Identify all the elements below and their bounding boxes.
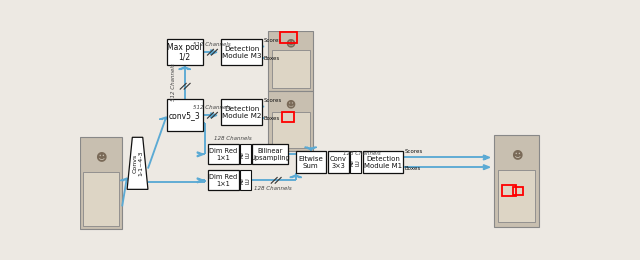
FancyBboxPatch shape <box>296 151 326 173</box>
Text: Boxes: Boxes <box>405 166 421 171</box>
FancyArrow shape <box>258 104 264 109</box>
FancyArrow shape <box>317 160 324 165</box>
Text: Max pool
1/2: Max pool 1/2 <box>167 43 202 62</box>
Text: Detection
Module M2: Detection Module M2 <box>222 106 262 119</box>
FancyArrow shape <box>211 50 217 55</box>
Text: Re
LU: Re LU <box>350 159 361 166</box>
Text: Dim Red
1×1: Dim Red 1×1 <box>209 148 237 161</box>
FancyArrow shape <box>179 67 191 69</box>
FancyArrow shape <box>339 160 346 165</box>
FancyBboxPatch shape <box>498 170 535 222</box>
Text: ☻: ☻ <box>285 38 296 48</box>
Text: 512 Channels: 512 Channels <box>193 105 231 110</box>
FancyBboxPatch shape <box>80 137 122 229</box>
Text: Dim Red
1×1: Dim Red 1×1 <box>209 174 237 187</box>
FancyBboxPatch shape <box>272 50 310 88</box>
Text: Conv
3×3: Conv 3×3 <box>330 156 347 169</box>
FancyArrow shape <box>159 117 171 120</box>
FancyArrow shape <box>258 116 264 120</box>
FancyArrow shape <box>197 178 204 183</box>
FancyBboxPatch shape <box>83 172 119 226</box>
Text: Re
LU: Re LU <box>240 151 251 158</box>
FancyBboxPatch shape <box>167 39 202 65</box>
Text: 128 Channels: 128 Channels <box>214 136 252 141</box>
FancyArrow shape <box>305 147 317 150</box>
Text: 128 Channels: 128 Channels <box>254 186 292 191</box>
FancyBboxPatch shape <box>494 135 539 228</box>
FancyArrow shape <box>229 152 236 157</box>
FancyBboxPatch shape <box>252 144 288 164</box>
Text: Re
LU: Re LU <box>240 177 251 184</box>
Text: ☻: ☻ <box>285 100 296 109</box>
FancyBboxPatch shape <box>167 99 202 131</box>
FancyBboxPatch shape <box>269 91 313 151</box>
Text: Boxes: Boxes <box>264 56 280 61</box>
FancyBboxPatch shape <box>272 112 310 148</box>
FancyArrow shape <box>290 175 301 178</box>
Text: 128 Channels: 128 Channels <box>343 151 381 157</box>
FancyBboxPatch shape <box>208 144 239 164</box>
Polygon shape <box>127 137 148 189</box>
Text: Detection
Module M3: Detection Module M3 <box>222 46 262 59</box>
Text: Convs
1-1~4-3: Convs 1-1~4-3 <box>132 151 143 176</box>
Text: conv5_3: conv5_3 <box>169 111 200 120</box>
Text: Scores: Scores <box>405 149 423 154</box>
FancyArrow shape <box>483 155 490 160</box>
FancyArrow shape <box>120 178 132 181</box>
Text: Eltwise
Sum: Eltwise Sum <box>298 156 323 169</box>
FancyBboxPatch shape <box>208 170 239 190</box>
FancyBboxPatch shape <box>350 151 361 173</box>
Text: Scores: Scores <box>264 98 282 103</box>
Text: ☻: ☻ <box>511 151 522 161</box>
FancyBboxPatch shape <box>269 31 313 91</box>
FancyArrow shape <box>211 113 217 118</box>
FancyBboxPatch shape <box>328 151 349 173</box>
Text: Scores: Scores <box>264 38 282 43</box>
FancyArrow shape <box>352 160 358 165</box>
Text: ☻: ☻ <box>95 153 107 162</box>
FancyBboxPatch shape <box>221 99 262 125</box>
FancyBboxPatch shape <box>363 151 403 173</box>
FancyBboxPatch shape <box>240 144 251 164</box>
Text: 512 Channels: 512 Channels <box>172 63 176 101</box>
FancyArrow shape <box>483 165 490 170</box>
FancyArrow shape <box>258 44 264 49</box>
FancyBboxPatch shape <box>240 170 251 190</box>
Text: 512 Channels: 512 Channels <box>193 42 231 47</box>
Text: Bilinear
Upsampling: Bilinear Upsampling <box>250 148 290 161</box>
FancyArrow shape <box>229 178 236 183</box>
FancyArrow shape <box>197 152 204 157</box>
FancyArrow shape <box>241 152 248 157</box>
Text: Boxes: Boxes <box>264 116 280 121</box>
Text: Detection
Module M1: Detection Module M1 <box>364 156 402 169</box>
FancyBboxPatch shape <box>221 39 262 65</box>
FancyArrow shape <box>258 56 264 60</box>
